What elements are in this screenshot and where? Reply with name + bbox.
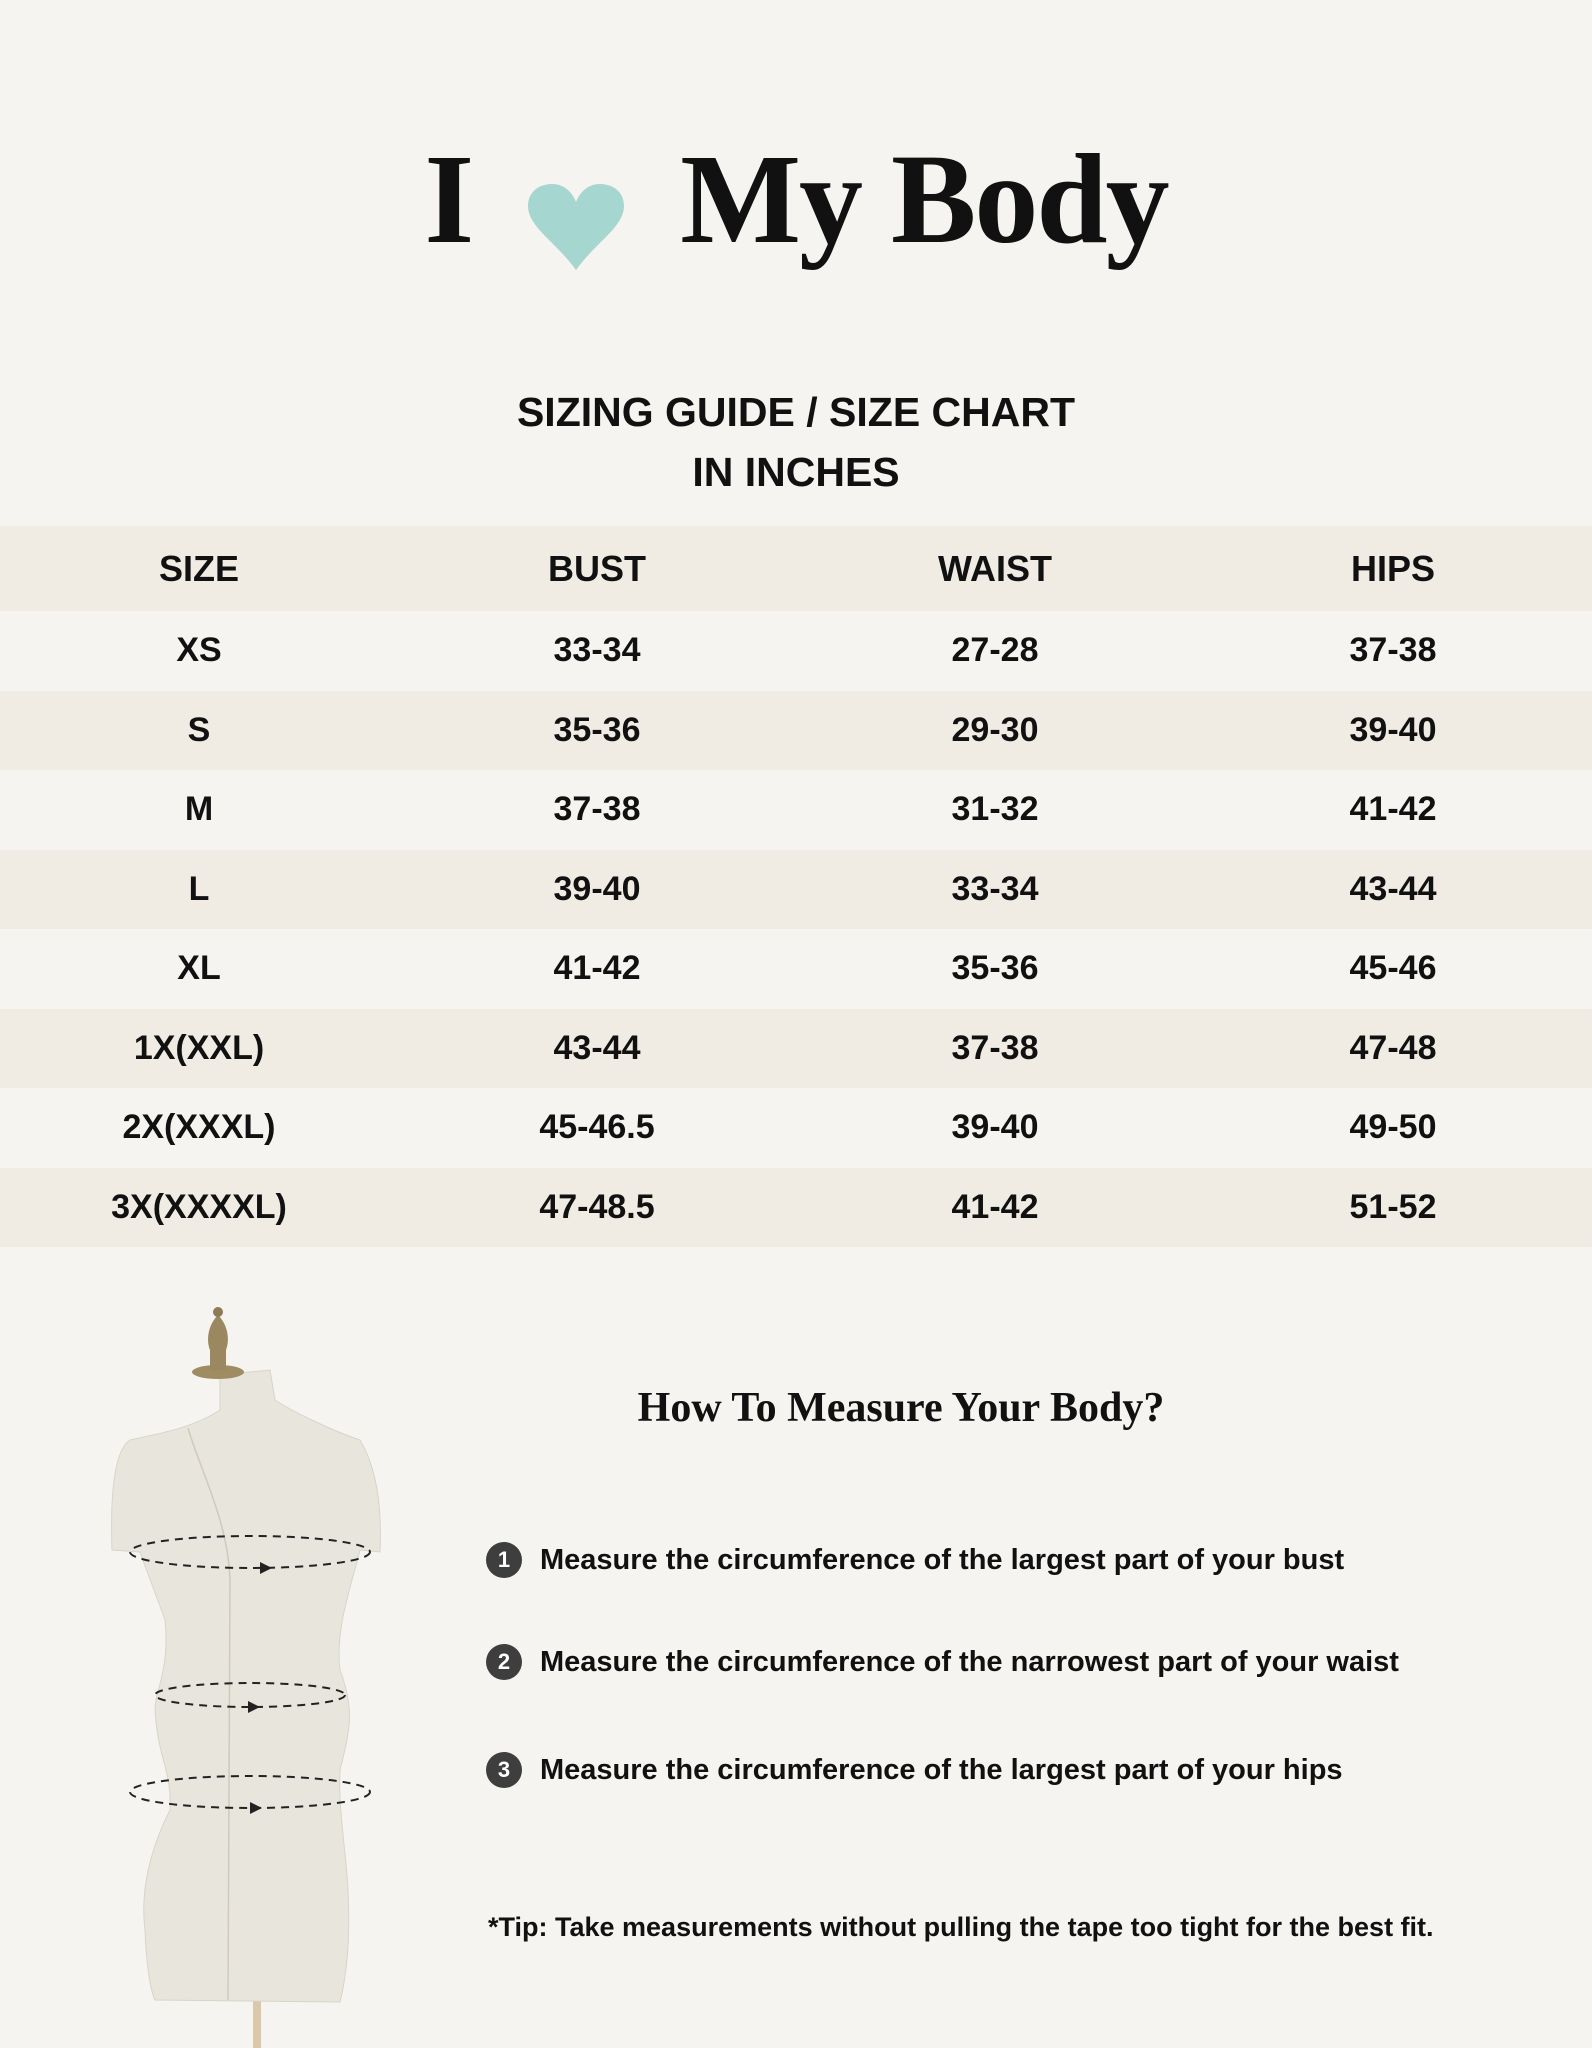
- table-cell: 33-34: [951, 869, 1039, 908]
- column-header: BUST: [548, 547, 646, 589]
- table-cell: 49-50: [1349, 1108, 1437, 1147]
- title-right: My Body: [680, 127, 1169, 270]
- table-row: 2X(XXXL) 45-46.5 39-40 49-50: [0, 1088, 1592, 1168]
- table-cell: 41-42: [553, 949, 641, 988]
- step-3: 3 Measure the circumference of the large…: [486, 1752, 1343, 1788]
- table-row: M 37-38 31-32 41-42: [0, 770, 1592, 850]
- table-cell: 47-48: [1349, 1028, 1437, 1067]
- table-cell: 2X(XXXL): [122, 1108, 276, 1147]
- table-cell: 31-32: [951, 790, 1039, 829]
- table-row: 3X(XXXXL) 47-48.5 41-42 51-52: [0, 1167, 1592, 1247]
- table-row: S 35-36 29-30 39-40: [0, 690, 1592, 770]
- step-text: Measure the circumference of the narrowe…: [540, 1645, 1399, 1678]
- table-cell: 3X(XXXXL): [111, 1187, 287, 1226]
- table-cell: XL: [177, 949, 221, 988]
- number-3-icon: 3: [486, 1752, 522, 1788]
- table-cell: 51-52: [1349, 1187, 1437, 1226]
- table-row: XS 33-34 27-28 37-38: [0, 611, 1592, 691]
- table-cell: 37-38: [951, 1028, 1039, 1067]
- table-cell: 41-42: [1349, 790, 1437, 829]
- table-cell: 1X(XXL): [133, 1028, 265, 1067]
- size-table: SIZE BUST WAIST HIPS XS 33-34 27-28 37-38 S 3…: [0, 526, 1592, 1247]
- table-cell: 45-46: [1349, 949, 1437, 988]
- step-text: Measure the circumference of the largest…: [540, 1753, 1343, 1786]
- step-1: 1 Measure the circumference of the large…: [486, 1542, 1344, 1578]
- table-cell: 43-44: [553, 1028, 641, 1067]
- table-cell: 41-42: [951, 1187, 1039, 1226]
- page-title: I My Body: [0, 110, 1592, 274]
- subtitle-line2: IN INCHES: [692, 449, 900, 495]
- table-cell: M: [184, 790, 214, 829]
- title-left: I: [424, 127, 474, 270]
- subtitle: SIZING GUIDE / SIZE CHART IN INCHES: [0, 382, 1592, 502]
- table-cell: 29-30: [951, 710, 1039, 749]
- table-cell: 35-36: [951, 949, 1039, 988]
- mannequin-image: [111, 1307, 381, 2048]
- table-cell: 39-40: [1349, 710, 1437, 749]
- number-2-icon: 2: [486, 1644, 522, 1680]
- table-cell: S: [187, 710, 211, 749]
- column-header: HIPS: [1350, 547, 1436, 589]
- table-cell: 37-38: [553, 790, 641, 829]
- table-cell: XS: [176, 631, 222, 670]
- table-row: 1X(XXL) 43-44 37-38 47-48: [0, 1008, 1592, 1088]
- table-header: SIZE BUST WAIST HIPS: [0, 526, 1592, 611]
- table-cell: 47-48.5: [539, 1187, 655, 1226]
- tip-text: *Tip: Take measurements without pulling …: [488, 1912, 1434, 1942]
- step-text: Measure the circumference of the largest…: [540, 1543, 1345, 1576]
- subtitle-line1: SIZING GUIDE / SIZE CHART: [516, 389, 1076, 435]
- table-cell: 37-38: [1349, 631, 1437, 670]
- number-1-icon: 1: [486, 1542, 522, 1578]
- table-cell: 43-44: [1349, 869, 1437, 908]
- table-cell: 39-40: [951, 1108, 1039, 1147]
- column-header: WAIST: [938, 547, 1052, 589]
- table-cell: 45-46.5: [539, 1108, 655, 1147]
- step-2: 2 Measure the circumference of the narro…: [486, 1644, 1399, 1680]
- table-row: XL 41-42 35-36 45-46: [0, 929, 1592, 1009]
- column-header: SIZE: [158, 547, 239, 589]
- table-cell: 35-36: [553, 710, 641, 749]
- table-cell: 33-34: [553, 631, 641, 670]
- table-cell: 27-28: [951, 631, 1039, 670]
- heart-icon: [526, 154, 626, 270]
- table-row: L 39-40 33-34 43-44: [0, 849, 1592, 929]
- how-to-heading: How To Measure Your Body?: [637, 1385, 1165, 1431]
- table-cell: L: [188, 869, 210, 908]
- table-cell: 39-40: [553, 869, 641, 908]
